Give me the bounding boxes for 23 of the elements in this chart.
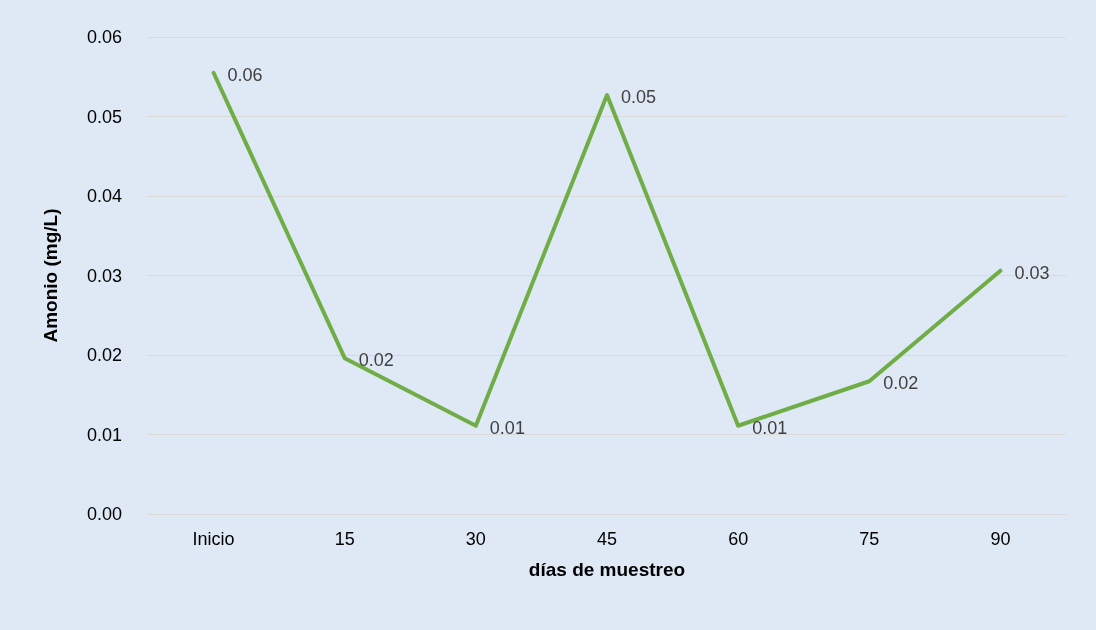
- x-tick-label: 75: [859, 529, 880, 549]
- x-tick-label: 60: [728, 529, 749, 549]
- y-tick-label: 0.02: [86, 345, 122, 365]
- y-tick-label: 0.03: [86, 265, 122, 286]
- x-tick-label: Inicio: [192, 529, 235, 549]
- x-tick-label: 45: [596, 529, 618, 549]
- data-label: 0.02: [883, 373, 919, 394]
- data-label: 0.02: [358, 350, 394, 371]
- x-axis-title: días de muestreo: [528, 559, 686, 580]
- y-tick-label: 0.04: [86, 186, 122, 206]
- y-tick-label: 0.01: [86, 424, 122, 445]
- y-tick-label: 0.00: [86, 504, 122, 524]
- y-axis-title: Amonio (mg/L): [40, 208, 61, 343]
- x-tick-label: 30: [465, 529, 486, 549]
- x-tick-label: 90: [990, 529, 1011, 549]
- data-label: 0.05: [621, 87, 657, 108]
- data-label: 0.01: [752, 417, 788, 438]
- data-label: 0.01: [489, 417, 525, 438]
- data-label: 0.06: [227, 64, 263, 85]
- x-tick-label: 15: [334, 529, 355, 549]
- data-label: 0.03: [1014, 262, 1050, 283]
- y-tick-label: 0.06: [86, 27, 122, 47]
- y-tick-label: 0.05: [86, 106, 122, 127]
